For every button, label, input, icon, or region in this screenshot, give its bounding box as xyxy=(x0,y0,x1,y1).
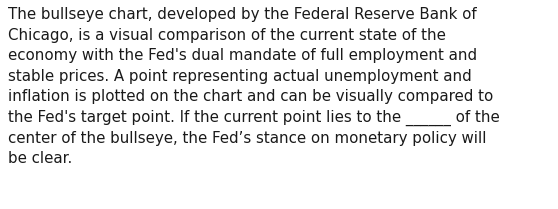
Text: The bullseye chart, developed by the Federal Reserve Bank of
Chicago, is a visua: The bullseye chart, developed by the Fed… xyxy=(8,7,499,166)
